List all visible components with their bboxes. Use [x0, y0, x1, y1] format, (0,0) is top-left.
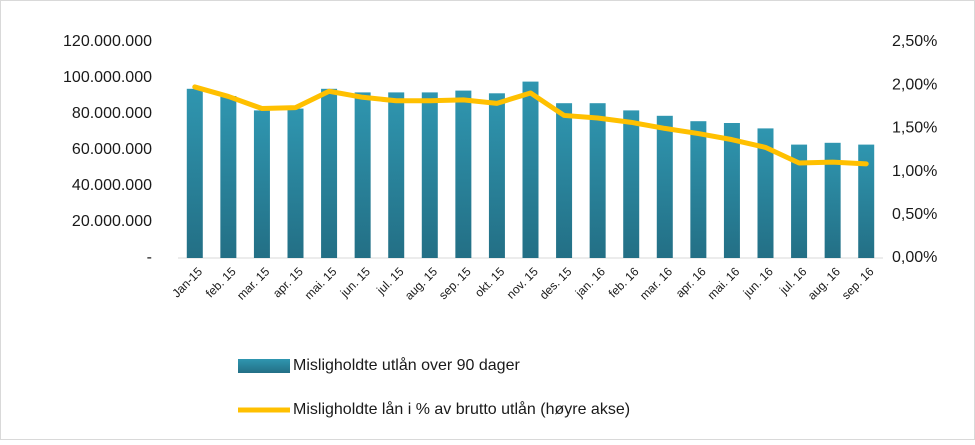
bar	[623, 110, 640, 259]
bar	[321, 88, 338, 258]
y-tick-label: 60.000.000	[72, 141, 152, 158]
y2-tick-label: 1,00%	[892, 163, 937, 180]
line-series	[192, 84, 869, 167]
bar	[757, 128, 774, 258]
bar	[556, 103, 573, 258]
bar	[723, 123, 740, 258]
y2-tick-label: 0,50%	[892, 206, 937, 223]
bar	[287, 108, 304, 258]
bar	[824, 142, 841, 258]
bar	[488, 93, 505, 258]
legend-swatch	[238, 359, 290, 373]
y-tick-label: 80.000.000	[72, 105, 152, 122]
bar	[253, 110, 270, 259]
bar	[690, 121, 707, 258]
y2-tick-label: 0,00%	[892, 249, 937, 266]
bar	[354, 92, 371, 259]
bar	[522, 81, 539, 258]
legend-label: Misligholdte lån i % av brutto utlån (hø…	[293, 400, 630, 418]
y2-tick-label: 2,00%	[892, 76, 937, 93]
y-tick-label: 120.000.000	[63, 33, 152, 50]
y-tick-label: 40.000.000	[72, 177, 152, 194]
y-tick-label: 100.000.000	[63, 69, 152, 86]
bar	[858, 144, 875, 258]
bar	[186, 88, 203, 258]
bar	[388, 92, 405, 259]
y-tick-label: -	[147, 249, 152, 266]
bar	[791, 144, 808, 258]
y-tick-label: 20.000.000	[72, 213, 152, 230]
bar	[455, 90, 472, 258]
bar	[220, 96, 237, 258]
y2-tick-label: 2,50%	[892, 33, 937, 50]
bar	[656, 115, 673, 258]
legend-label: Misligholdte utlån over 90 dager	[293, 356, 520, 374]
bar	[589, 103, 606, 258]
y2-tick-label: 1,50%	[892, 120, 937, 137]
bar	[421, 92, 438, 259]
